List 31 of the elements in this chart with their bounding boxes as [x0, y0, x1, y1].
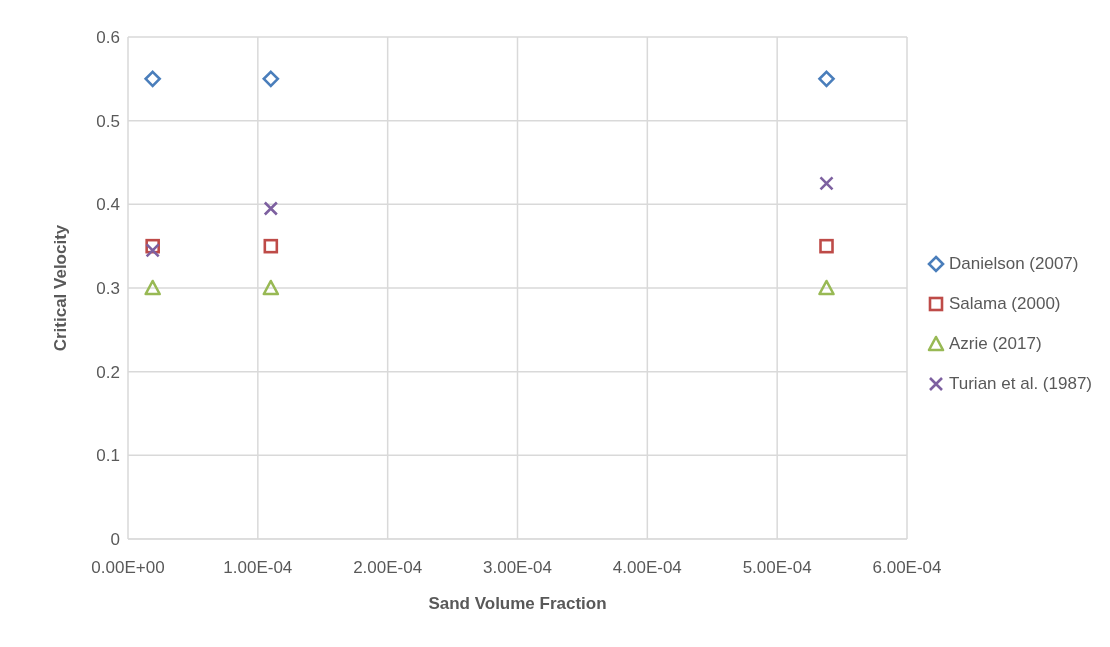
y-tick-label: 0.3 [96, 279, 120, 299]
legend-label: Salama (2000) [949, 293, 1061, 314]
x-axis-title: Sand Volume Fraction [428, 594, 607, 613]
x-tick-label: 4.00E-04 [612, 558, 682, 578]
y-axis-title: Critical Velocity [51, 224, 71, 352]
point [819, 238, 834, 254]
x-tick-label: 0.00E+00 [91, 558, 165, 578]
y-tick-label: 0.4 [96, 195, 120, 215]
y-tick-label: 0.5 [96, 111, 120, 131]
legend-label: Azrie (2017) [949, 333, 1042, 354]
x-tick-label: 1.00E-04 [223, 558, 293, 578]
y-tick-label: 0.1 [96, 446, 120, 466]
point [819, 176, 834, 191]
legend-label: Turian et al. (1987) [949, 373, 1092, 394]
x-tick-label: 6.00E-04 [872, 558, 942, 578]
x-tick-label: 5.00E-04 [742, 558, 812, 578]
x-tick-label: 3.00E-04 [483, 558, 552, 578]
legend-label: Danielson (2007) [949, 253, 1079, 274]
y-tick-label: 0.6 [96, 28, 120, 48]
point [818, 279, 835, 296]
point [144, 279, 161, 296]
point [262, 70, 280, 88]
point [263, 238, 279, 254]
point [263, 201, 279, 216]
point [144, 70, 161, 88]
y-tick-label: 0 [110, 530, 120, 550]
point [818, 70, 835, 88]
point [145, 243, 160, 258]
x-tick-label: 2.00E-04 [353, 558, 423, 578]
point [262, 279, 280, 296]
y-tick-label: 0.2 [96, 362, 120, 382]
